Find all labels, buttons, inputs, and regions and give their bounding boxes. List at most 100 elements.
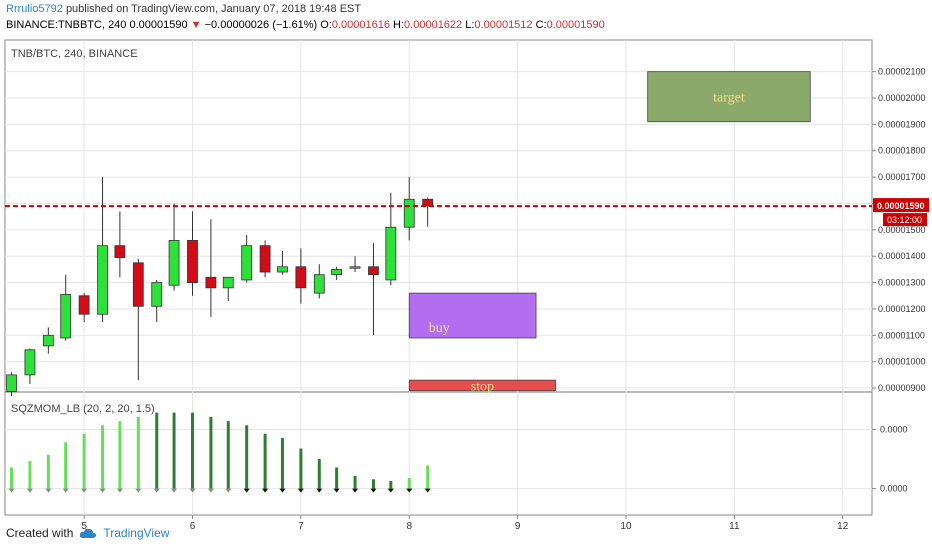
squeeze-dot — [153, 488, 160, 493]
stop-zone — [408, 379, 556, 392]
indicator-tick-label: 0.0000 — [880, 484, 908, 494]
candle-body — [313, 274, 325, 294]
candle-body — [277, 266, 288, 273]
author-link[interactable]: Rrrulio5792 — [6, 3, 63, 15]
momentum-histogram — [8, 412, 431, 493]
high-label: H: — [393, 19, 405, 31]
squeeze-dot — [406, 488, 413, 493]
price-tick-label: 0.00001100 — [878, 330, 925, 340]
time-tick-label: 11 — [729, 521, 740, 532]
candle-body — [151, 282, 163, 307]
candle-body — [114, 245, 126, 258]
countdown-bg — [883, 213, 927, 227]
countdown-value: 03:12:00 — [887, 215, 922, 225]
candle-body — [295, 266, 307, 289]
buy-label: buy — [429, 321, 450, 336]
buy-zone — [408, 292, 537, 339]
change-text: −0.00000026 (−1.61%) — [204, 19, 318, 31]
price-tick-label: 0.00001200 — [878, 304, 926, 314]
position-boxes: target buy stop — [408, 71, 811, 394]
squeeze-dot — [297, 488, 304, 493]
high-value: 0.00001622 — [404, 19, 463, 31]
created-with-text: Created with — [6, 526, 74, 540]
close-value: 0.00001590 — [546, 19, 605, 31]
open-label: O: — [320, 19, 332, 31]
squeeze-dot — [45, 488, 52, 493]
squeeze-dot — [316, 488, 323, 493]
candles — [5, 177, 872, 396]
squeeze-dot — [225, 488, 232, 493]
candle-body — [422, 198, 434, 207]
tradingview-brand[interactable]: TradingView — [103, 526, 170, 540]
candle-body — [97, 245, 108, 315]
cloud-icon — [80, 528, 97, 538]
candle-body — [403, 198, 415, 228]
candle-body — [187, 239, 198, 283]
main-pane-title: TNB/BTC, 240, BINANCE — [11, 48, 138, 60]
price-tick-label: 0.00002100 — [878, 67, 926, 77]
squeeze-dot — [370, 488, 377, 493]
squeeze-dot — [243, 488, 250, 493]
candle-body — [132, 262, 144, 307]
price-tick-label: 0.00001000 — [878, 357, 926, 367]
price-tick-label: 0.00000900 — [878, 383, 926, 393]
squeeze-dot — [387, 488, 394, 493]
price-tag-bg — [873, 198, 929, 213]
stop-label: stop — [471, 379, 494, 394]
candle-body — [205, 276, 217, 289]
price-tick-label: 0.00001800 — [878, 146, 926, 156]
squeeze-dot — [333, 488, 340, 493]
time-tick-label: 5 — [81, 521, 87, 532]
squeeze-dot — [26, 488, 33, 493]
low-label: L: — [465, 19, 475, 31]
price-tick-label: 0.00001900 — [878, 119, 926, 129]
price-tag-value: 0.00001590 — [877, 201, 925, 211]
squeeze-dot — [262, 488, 269, 493]
footer: Created with TradingView — [6, 526, 169, 540]
squeeze-dot — [116, 488, 123, 493]
price-tick-label: 0.00001400 — [878, 251, 926, 261]
ohlc-line: BINANCE:TNBBTC, 240 0.00001590 ▼ −0.0000… — [6, 19, 605, 31]
squeeze-dot — [99, 488, 106, 493]
candle-body — [241, 245, 253, 281]
squeeze-dot — [81, 488, 88, 493]
price-tick-label: 0.00002000 — [878, 93, 926, 103]
indicator-title: SQZMOM_LB (20, 2, 20, 1.5) — [11, 403, 155, 415]
candle-body — [385, 226, 397, 281]
candle-body — [368, 266, 379, 276]
current-price-tag: 0.00001590 03:12:00 — [873, 198, 929, 227]
open-value: 0.00001616 — [331, 19, 390, 31]
publish-text: published on TradingView.com, January 07… — [65, 3, 362, 15]
squeeze-dot — [279, 488, 286, 493]
candle-body — [78, 295, 90, 315]
price-axis[interactable]: 0.00002100 0.00002000 0.00001900 0.00001800… — [872, 67, 926, 494]
squeeze-dot — [8, 488, 15, 493]
squeeze-dot — [189, 488, 196, 493]
low-value: 0.00001512 — [474, 19, 533, 31]
last-price: 0.00001590 — [129, 19, 188, 31]
candle-body — [24, 349, 36, 376]
squeeze-dot — [207, 488, 214, 493]
candle-body — [168, 239, 180, 286]
squeeze-dot — [424, 488, 431, 493]
candle-body — [6, 374, 17, 392]
target-label: target — [713, 91, 745, 106]
squeeze-dot — [62, 488, 69, 493]
squeeze-dot — [171, 488, 178, 493]
down-arrow-icon: ▼ — [190, 19, 202, 31]
time-tick-label: 8 — [406, 521, 412, 532]
time-tick-label: 6 — [190, 521, 196, 532]
candle-body — [60, 294, 72, 339]
price-tick-label: 0.00001300 — [878, 278, 926, 288]
publish-info: Rrrulio5792 published on TradingView.com… — [6, 3, 361, 15]
candle-body — [331, 268, 343, 276]
target-zone — [647, 71, 811, 123]
candle-body — [222, 276, 234, 289]
time-tick-label: 9 — [515, 521, 521, 532]
time-axis[interactable]: 5 6 7 8 9 10 11 12 — [81, 515, 849, 532]
indicator-tick-label: 0.0000 — [880, 425, 908, 435]
squeeze-dot — [352, 488, 359, 493]
time-tick-label: 7 — [298, 521, 304, 532]
squeeze-dot — [135, 488, 142, 493]
